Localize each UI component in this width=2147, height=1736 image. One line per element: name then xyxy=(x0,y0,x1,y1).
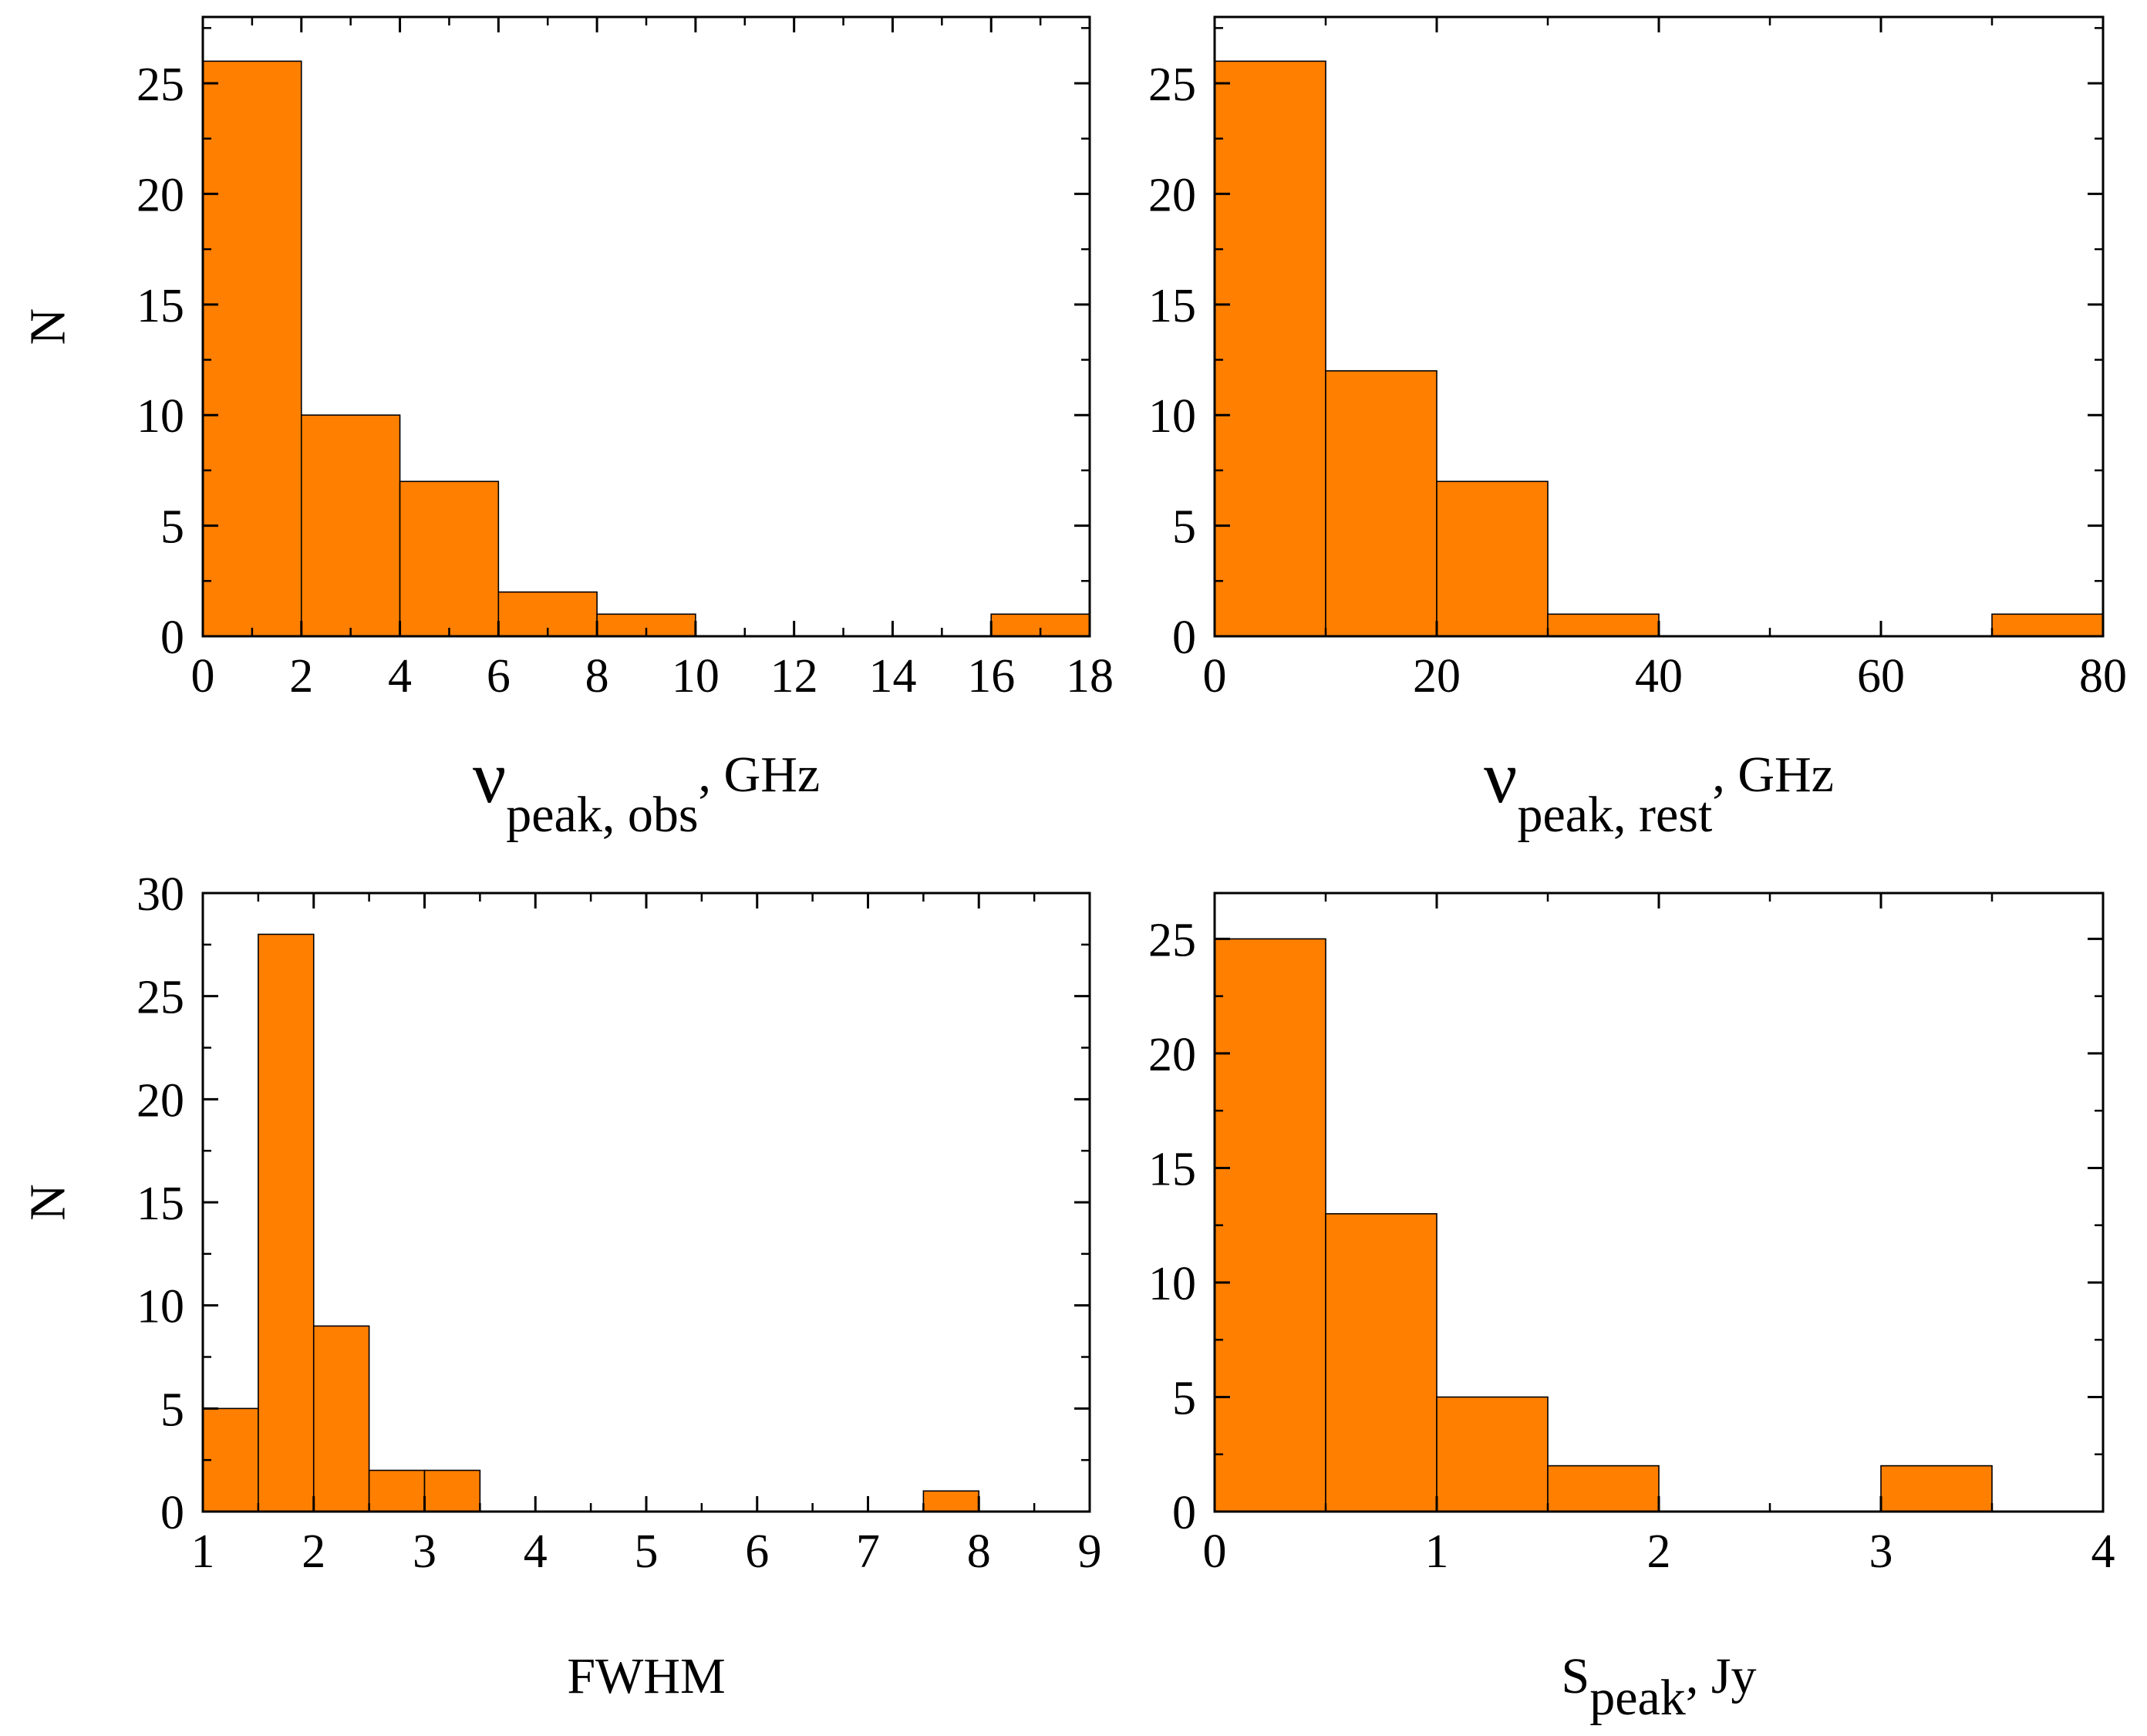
histogram-bar xyxy=(1325,1213,1438,1512)
histogram-bar xyxy=(1991,613,2104,637)
x-tick-label: 8 xyxy=(967,1525,991,1578)
x-tick-label: 1 xyxy=(1425,1525,1449,1578)
histogram-bar xyxy=(368,1469,426,1512)
y-tick-label: 0 xyxy=(160,612,184,664)
x-tick-label: 12 xyxy=(770,650,818,703)
y-tick-label: 10 xyxy=(137,1281,184,1333)
x-tick-label: 40 xyxy=(1635,650,1683,703)
histogram-bar xyxy=(1547,613,1660,637)
histogram-bar xyxy=(1436,480,1549,637)
y-tick-label: 15 xyxy=(1148,1143,1196,1195)
x-tick-label: 60 xyxy=(1857,650,1905,703)
y-tick-label: 15 xyxy=(137,280,184,332)
x-tick-label: 18 xyxy=(1066,650,1114,703)
x-tick-label: 4 xyxy=(524,1525,548,1578)
x-axis-label-main: ν xyxy=(473,736,506,818)
y-tick-label: 5 xyxy=(1172,501,1196,554)
x-axis-label-subscript: peak xyxy=(1589,1670,1686,1726)
histogram-bar xyxy=(1880,1465,1993,1512)
histogram-bar xyxy=(423,1469,481,1512)
x-tick-label: 0 xyxy=(191,650,215,703)
y-tick-label: 25 xyxy=(1148,914,1196,966)
y-tick-label: 5 xyxy=(160,501,184,554)
x-tick-label: 1 xyxy=(191,1525,215,1578)
histogram-bar xyxy=(1547,1465,1660,1512)
x-axis-label-subscript: peak, obs xyxy=(506,787,698,843)
y-tick-label: 0 xyxy=(1172,1487,1196,1539)
histogram-bar xyxy=(922,1490,980,1512)
histogram-panel-3: 1 2 3 4 5 6 7 8 9 0 5 10 15 20 25 30 N FWHM xyxy=(20,868,1102,1704)
x-axis-label-main: ν xyxy=(1484,736,1517,818)
x-tick-label: 80 xyxy=(2079,650,2127,703)
y-tick-label: 30 xyxy=(137,868,184,921)
histogram-bar xyxy=(258,933,315,1512)
x-axis-label: νpeak, obs, GHz xyxy=(473,736,820,843)
x-tick-label: 16 xyxy=(967,650,1015,703)
histogram-bar xyxy=(1214,938,1326,1512)
y-tick-label: 25 xyxy=(137,59,184,111)
histogram-panel-2: 0 20 40 60 80 0 5 10 15 20 25 νpeak, rest, GHz xyxy=(1148,15,2127,843)
x-axis-label: Speak, Jy xyxy=(1562,1648,1757,1726)
x-tick-label: 2 xyxy=(1647,1525,1671,1578)
y-tick-label: 10 xyxy=(137,390,184,443)
x-axis-label-unit: , Jy xyxy=(1686,1648,1757,1704)
y-tick-label: 5 xyxy=(1172,1372,1196,1424)
y-tick-label: 20 xyxy=(137,1074,184,1127)
histogram-bar xyxy=(1214,60,1326,637)
x-tick-label: 20 xyxy=(1413,650,1461,703)
y-tick-label: 10 xyxy=(1148,390,1196,443)
y-tick-label: 5 xyxy=(160,1384,184,1436)
y-tick-label: 15 xyxy=(137,1178,184,1230)
y-tick-label: 25 xyxy=(137,972,184,1024)
x-tick-label: 8 xyxy=(585,650,609,703)
x-tick-label: 2 xyxy=(302,1525,325,1578)
x-tick-label: 9 xyxy=(1078,1525,1102,1578)
x-tick-label: 3 xyxy=(1869,1525,1893,1578)
y-tick-label: 0 xyxy=(1172,612,1196,664)
y-tick-label: 20 xyxy=(1148,169,1196,221)
x-tick-label: 0 xyxy=(1203,1525,1227,1578)
x-tick-label: 10 xyxy=(672,650,720,703)
y-axis-label: N xyxy=(20,308,76,346)
histogram-bar xyxy=(202,60,302,637)
y-tick-label: 15 xyxy=(1148,280,1196,332)
y-tick-label: 0 xyxy=(160,1487,184,1539)
x-tick-label: 0 xyxy=(1203,650,1227,703)
x-axis-label-main: FWHM xyxy=(567,1648,725,1704)
x-tick-label: 14 xyxy=(868,650,916,703)
x-axis-label-unit: , GHz xyxy=(699,747,821,803)
x-tick-label: 2 xyxy=(289,650,313,703)
histogram-bar xyxy=(1325,370,1438,637)
y-tick-label: 25 xyxy=(1148,59,1196,111)
histogram-bar xyxy=(1436,1396,1549,1512)
x-axis-label: νpeak, rest, GHz xyxy=(1484,736,1834,843)
histogram-bar xyxy=(399,480,500,637)
x-tick-label: 6 xyxy=(745,1525,769,1578)
x-tick-label: 5 xyxy=(635,1525,659,1578)
y-axis-label: N xyxy=(20,1184,76,1221)
y-tick-label: 20 xyxy=(1148,1029,1196,1081)
x-axis-label-main: S xyxy=(1562,1648,1590,1704)
y-tick-label: 20 xyxy=(137,169,184,221)
histogram-bar xyxy=(312,1325,370,1512)
x-tick-label: 4 xyxy=(2091,1525,2115,1578)
histogram-panel-4: 0 1 2 3 4 0 5 10 15 20 25 Speak, Jy xyxy=(1148,892,2115,1726)
x-axis-label-subscript: peak, rest xyxy=(1517,787,1712,843)
x-tick-label: 7 xyxy=(856,1525,880,1578)
y-tick-label: 10 xyxy=(1148,1258,1196,1310)
histogram-bar xyxy=(202,1407,259,1512)
x-tick-label: 6 xyxy=(487,650,511,703)
x-axis-label-unit: , GHz xyxy=(1712,747,1834,803)
histogram-bar xyxy=(300,414,401,637)
x-axis-label: FWHM xyxy=(567,1648,725,1704)
x-tick-label: 3 xyxy=(413,1525,436,1578)
x-tick-label: 4 xyxy=(388,650,412,703)
